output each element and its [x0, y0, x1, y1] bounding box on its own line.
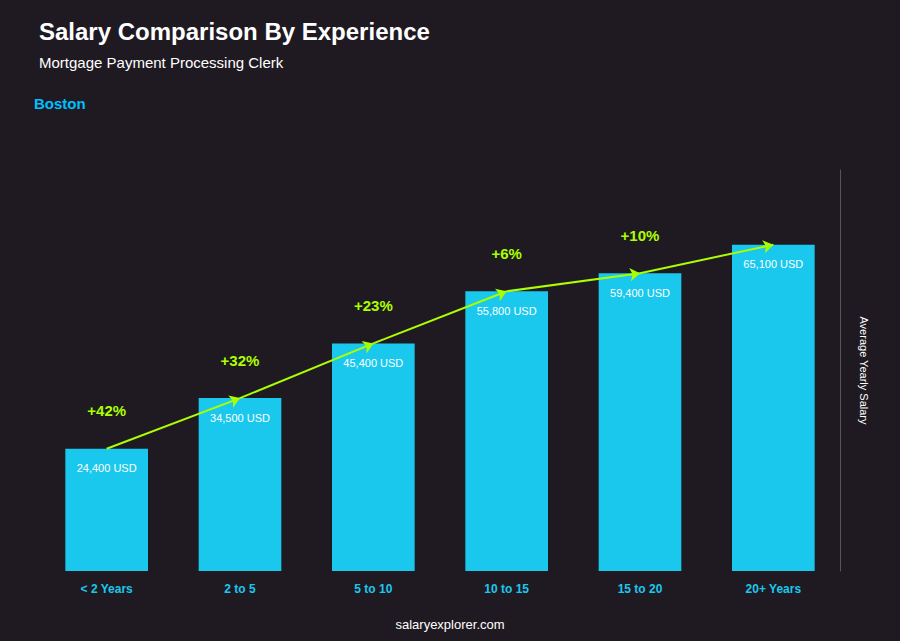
svg-text:< 2 Years: < 2 Years — [81, 582, 133, 596]
svg-text:+10%: +10% — [621, 227, 660, 244]
svg-text:20+ Years: 20+ Years — [746, 582, 802, 596]
svg-text:salaryexplorer.com: salaryexplorer.com — [395, 617, 504, 632]
svg-text:24,400 USD: 24,400 USD — [77, 462, 137, 474]
svg-text:Average Yearly Salary: Average Yearly Salary — [858, 316, 870, 425]
svg-text:45,400 USD: 45,400 USD — [343, 357, 403, 369]
svg-text:Boston: Boston — [34, 95, 86, 112]
svg-text:55,800 USD: 55,800 USD — [477, 305, 537, 317]
svg-text:2 to 5: 2 to 5 — [224, 582, 256, 596]
svg-text:+32%: +32% — [221, 352, 260, 369]
svg-text:65,100 USD: 65,100 USD — [743, 258, 803, 270]
svg-text:10 to 15: 10 to 15 — [484, 582, 529, 596]
svg-text:5 to 10: 5 to 10 — [354, 582, 392, 596]
svg-text:15 to 20: 15 to 20 — [618, 582, 663, 596]
svg-text:+23%: +23% — [354, 297, 393, 314]
svg-text:+42%: +42% — [87, 402, 126, 419]
svg-text:Salary Comparison By Experienc: Salary Comparison By Experience — [39, 18, 430, 45]
svg-text:34,500 USD: 34,500 USD — [210, 412, 270, 424]
svg-text:59,400 USD: 59,400 USD — [610, 287, 670, 299]
svg-text:+6%: +6% — [491, 245, 521, 262]
svg-text:Mortgage Payment Processing Cl: Mortgage Payment Processing Clerk — [39, 54, 284, 71]
